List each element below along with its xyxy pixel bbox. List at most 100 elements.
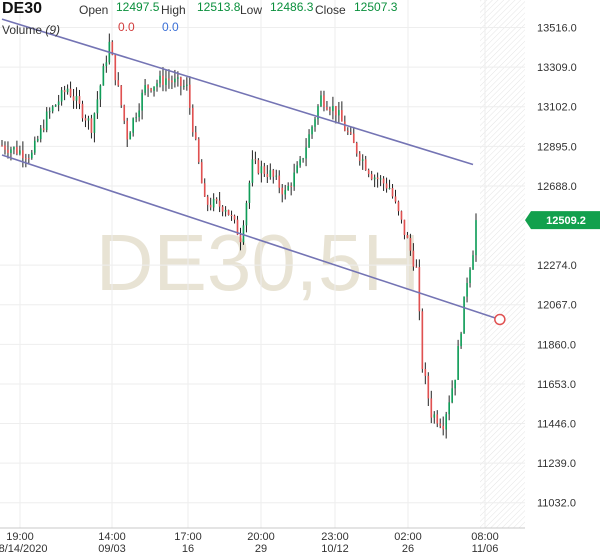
candle-body [305, 147, 307, 159]
candle-body [475, 220, 477, 256]
candle-body [138, 110, 140, 118]
candle-body [367, 170, 370, 175]
candle-body [370, 174, 373, 180]
candle-body [87, 118, 90, 121]
candle-body [227, 209, 230, 215]
chart-watermark: DE30,5H [96, 218, 421, 307]
candle-body [338, 110, 340, 116]
candle-body [135, 117, 137, 119]
x-tick-time: 14:00 [98, 531, 126, 543]
candle-body [75, 96, 78, 101]
candle-body [30, 152, 33, 159]
candle-body [177, 77, 179, 79]
candle-body [183, 85, 185, 87]
candle-body [448, 402, 450, 415]
candle-body [469, 269, 471, 283]
candle-body [415, 266, 418, 268]
candle-body [445, 414, 448, 430]
candle-body [96, 99, 99, 114]
candle-body [257, 160, 260, 174]
candle-body [341, 110, 343, 122]
candle-body [335, 105, 337, 116]
candle-body [293, 172, 295, 187]
candle-body [400, 211, 403, 220]
y-axis: 13516.0 13309.0 13102.0 12895.0 12688.0 12274… [537, 23, 577, 510]
candle-body [233, 215, 236, 220]
candle-body [361, 159, 364, 161]
x-tick-date: 08/14/2020 [0, 543, 48, 555]
candle-body [373, 177, 376, 180]
candle-body [472, 255, 474, 270]
price-badge-shape [525, 211, 600, 230]
candle-body [25, 158, 27, 160]
candle-body [397, 201, 400, 212]
y-tick-label: 13102.0 [537, 102, 577, 114]
candle-body [13, 147, 15, 150]
candle-body [33, 140, 36, 153]
candle-body [382, 178, 385, 184]
candle-body [326, 106, 328, 110]
candle-body [463, 296, 465, 334]
channel-lower-line[interactable] [1, 154, 501, 321]
candle-body [42, 128, 45, 130]
candle-body [436, 414, 439, 424]
candle-body [147, 85, 149, 89]
candle-body [84, 118, 87, 121]
channel-lines[interactable] [1, 18, 501, 321]
y-tick-label: 11860.0 [537, 339, 576, 351]
candle-body [197, 138, 200, 163]
candle-body [314, 119, 316, 127]
candle-body [385, 183, 388, 189]
candle-body [299, 159, 301, 166]
candle-body [242, 225, 245, 243]
candle-body [114, 54, 117, 81]
candle-body [102, 66, 105, 86]
candle-body [245, 202, 248, 226]
candle-body [311, 126, 313, 135]
candle-body [460, 333, 462, 347]
candle-body [272, 170, 275, 177]
candle-body [239, 234, 242, 243]
candle-body [153, 86, 155, 91]
candle-body [16, 147, 18, 154]
open-label: Open [79, 3, 109, 17]
x-tick-date: 16 [182, 543, 194, 555]
candle-body [332, 105, 334, 112]
candle-body [329, 109, 331, 112]
open-value: 12497.5 [116, 0, 160, 14]
candle-body [78, 96, 81, 104]
candle-body [218, 200, 221, 207]
x-tick-time: 20:00 [247, 531, 275, 543]
candle-body [212, 198, 215, 208]
candle-body [349, 132, 352, 134]
x-tick-time: 19:00 [6, 531, 34, 543]
candle-body [421, 311, 424, 370]
candle-body [203, 183, 206, 197]
symbol-title: DE30 [2, 0, 43, 17]
x-tick-date: 29 [255, 543, 267, 555]
candle-body [206, 196, 209, 205]
x-tick-time: 08:00 [471, 531, 499, 543]
candle-body [379, 178, 382, 180]
candle-body [263, 166, 266, 174]
candle-body [188, 84, 191, 108]
candle-body [430, 398, 433, 418]
candle-body [317, 106, 319, 120]
candle-body [355, 142, 358, 154]
channel-upper-line[interactable] [1, 18, 474, 166]
future-area [480, 0, 525, 528]
candle-body [248, 182, 251, 203]
channel-handle-icon[interactable] [494, 313, 506, 326]
low-value: 12486.3 [270, 0, 314, 14]
candle-body [427, 375, 430, 399]
y-tick-label: 11032.0 [537, 498, 576, 510]
candle-body [171, 80, 173, 83]
candle-body [266, 173, 269, 178]
candle-body [69, 88, 72, 97]
candle-body [180, 77, 182, 87]
candle-body [159, 75, 161, 84]
candle-body [275, 175, 278, 177]
candle-body [10, 149, 12, 153]
